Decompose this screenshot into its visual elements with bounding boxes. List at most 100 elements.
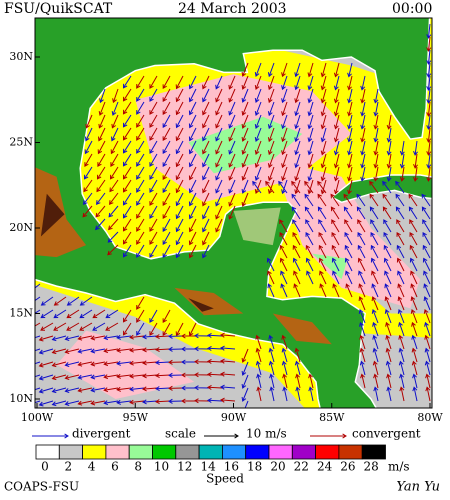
wind-arrow [295,373,301,389]
wind-arrow [105,309,119,319]
wind-arrow [409,231,418,246]
wind-arrow [386,373,392,389]
wind-arrow [96,192,106,205]
lat-label: 15N [9,307,33,320]
wind-arrow [269,373,275,389]
wind-arrow [254,166,262,182]
wind-arrow [269,386,275,402]
wind-arrow [188,101,197,116]
wind-arrow [142,347,158,353]
wind-arrow [202,114,210,129]
wind-arrow [411,347,418,363]
wind-arrow [396,244,405,259]
wind-arrow [51,348,67,355]
wind-arrow [307,114,314,130]
wind-arrow [241,192,249,207]
colorbar-swatch [291,444,316,460]
wind-arrow [371,296,379,311]
wind-arrow [77,387,93,393]
wind-arrow [136,166,145,180]
wind-arrow [35,348,41,352]
wind-arrow [155,373,171,379]
wind-arrow [306,270,314,285]
wind-arrow [254,153,262,169]
wind-arrow [228,192,236,207]
wind-arrow [228,88,236,103]
wind-arrow [373,114,379,130]
wind-arrow [202,75,210,90]
wind-arrow [333,140,340,156]
lon-label: 85W [319,411,345,424]
wind-arrow [319,270,327,285]
wind-arrow [215,75,223,90]
wind-arrow [371,283,379,298]
wind-arrow [333,88,340,104]
wind-arrow [207,397,223,403]
wind-arrow [90,348,106,354]
wind-arrow [282,373,288,389]
wind-arrow [142,386,158,392]
wind-arrow [294,114,301,130]
wind-arrow [103,374,119,380]
wind-arrow [410,270,418,285]
wind-arrow [241,348,249,363]
land-highland [174,287,244,316]
wind-arrow [136,88,145,102]
wind-arrow [149,127,158,141]
wind-arrow [241,62,249,77]
colorbar-label: 2 [64,460,72,474]
wind-arrow [317,206,327,220]
scale-arrow [204,433,239,439]
wind-arrow [35,400,41,404]
wind-arrow [317,193,327,207]
convergent-arrow [310,433,347,439]
wind-arrow [331,231,340,246]
wind-arrow [103,361,119,367]
wind-arrow [85,114,93,129]
wind-arrow [111,101,119,116]
wind-arrow [383,219,392,233]
wind-arrow [202,127,210,142]
wind-arrow [291,193,301,207]
wind-arrow [382,180,392,194]
colorbar-label: 16 [224,460,239,474]
wind-arrow [155,399,171,405]
wind-arrow [162,309,171,324]
wind-arrow [369,180,379,194]
wind-arrow [136,179,145,193]
wind-arrow [136,101,145,115]
wind-arrow [110,153,119,167]
wind-arrow [293,270,301,285]
wind-arrow [360,140,366,156]
wind-arrow [252,180,262,194]
wind-arrow [122,179,132,193]
wind-arrow [168,372,184,378]
wind-arrow [53,322,67,331]
convergent-label: convergent [352,427,421,441]
wind-arrow [207,384,223,390]
wind-arrow [344,231,353,246]
wind-arrow [344,219,353,233]
wind-arrow [332,270,340,285]
colorbar-swatch [221,444,247,460]
colorbar-swatch [198,444,223,460]
wind-arrow [175,166,184,181]
wind-arrow [149,218,158,232]
wind-arrow [358,283,366,298]
wind-arrow [347,114,353,130]
colorbar-unit: m/s [388,460,410,474]
wind-arrow [241,153,249,168]
wind-arrow [281,166,288,182]
wind-arrow [369,193,379,207]
wind-arrow [38,361,54,368]
wind-arrow [386,127,392,143]
wind-arrow [175,127,184,142]
wind-arrow [320,75,327,91]
wind-arrow [168,385,184,391]
wind-arrow [64,348,80,354]
wind-arrow [79,296,93,306]
wind-arrow [220,371,236,377]
wind-arrow [282,386,288,402]
wind-arrow [215,140,223,155]
wind-arrow [149,88,158,102]
